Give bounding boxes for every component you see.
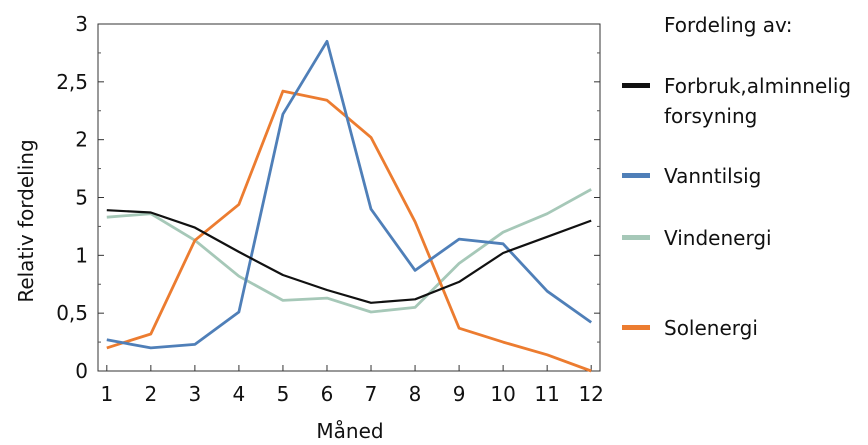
series-line-3 <box>106 188 592 314</box>
x-tick-label: 4 <box>233 382 246 406</box>
x-tick-label: 2 <box>144 382 157 406</box>
x-tick-label: 1 <box>100 382 113 406</box>
legend-label: Forbruk,alminnelig <box>664 74 851 98</box>
x-tick-label: 8 <box>409 382 422 406</box>
x-tick-label: 11 <box>534 382 559 406</box>
legend-title: Fordeling av: <box>664 13 792 37</box>
y-tick-label: 1 <box>75 243 88 267</box>
y-tick-label: 3 <box>75 12 88 36</box>
plot-border <box>97 23 601 372</box>
y-axis-title: Relativ fordeling <box>14 139 38 302</box>
x-tick-label: 7 <box>365 382 378 406</box>
y-axis: 0 0,5 1 5 2 2,5 3 <box>56 12 600 383</box>
x-tick-label: 9 <box>453 382 466 406</box>
legend-swatch <box>622 83 650 88</box>
x-tick-label: 10 <box>490 382 515 406</box>
x-tick-label: 12 <box>578 382 603 406</box>
series-lines <box>106 39 593 373</box>
series-line-1 <box>106 209 592 304</box>
x-tick-label: 3 <box>189 382 202 406</box>
legend-swatch <box>622 235 650 240</box>
x-axis: 1 2 3 4 5 6 7 8 9 10 11 12 <box>100 365 604 406</box>
y-tick-label: 0,5 <box>56 301 88 325</box>
legend-label: forsyning <box>664 104 757 128</box>
legend-label: Solenergi <box>664 316 758 340</box>
series-line-2 <box>106 39 593 350</box>
y-tick-label: 0 <box>75 359 88 383</box>
legend-label: Vindenergi <box>664 226 772 250</box>
x-tick-label: 5 <box>277 382 290 406</box>
legend: Fordeling av: Forbruk,alminnelig forsynin… <box>622 13 851 340</box>
plot-frame <box>97 23 601 372</box>
x-axis-title: Måned <box>316 419 383 443</box>
x-tick-label: 6 <box>321 382 334 406</box>
legend-swatch <box>622 325 650 330</box>
legend-swatch <box>622 173 650 178</box>
y-tick-label: 2,5 <box>56 70 88 94</box>
legend-label: Vanntilsig <box>664 164 761 188</box>
y-tick-label: 5 <box>75 186 88 210</box>
series-line-4 <box>106 89 592 373</box>
y-tick-label: 2 <box>75 128 88 152</box>
